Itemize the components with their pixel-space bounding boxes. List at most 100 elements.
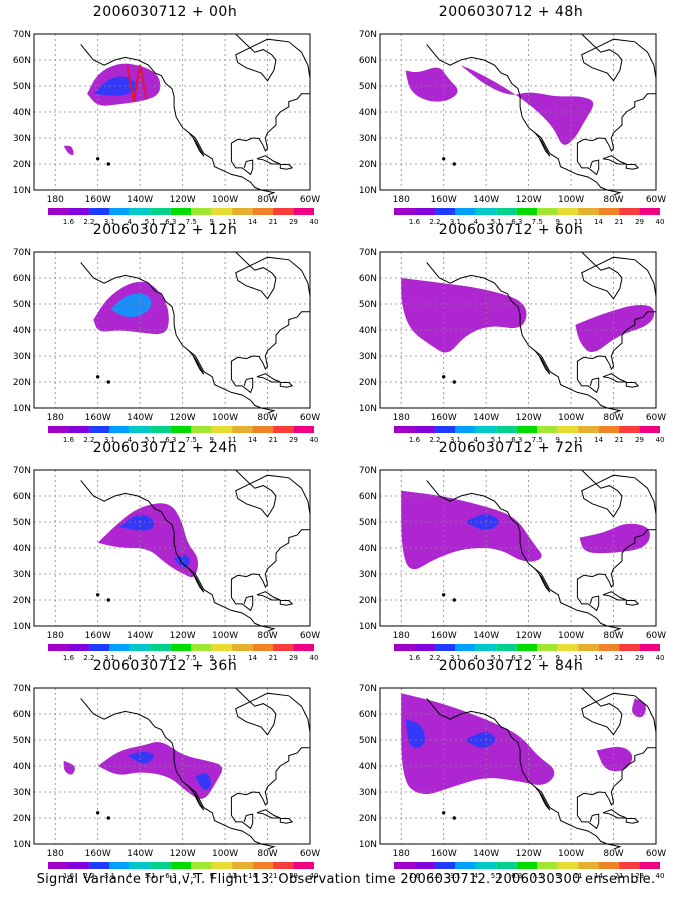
- coastline-segment: [426, 44, 622, 196]
- lon-tick-label: 140W: [127, 849, 153, 859]
- island: [452, 598, 457, 602]
- colorbar-label: 21: [615, 436, 624, 444]
- colorbar-label: 4: [474, 218, 479, 226]
- coastline-segment: [256, 591, 281, 601]
- colorbar-label: 3.1: [450, 872, 461, 880]
- variance-contour: [575, 305, 655, 352]
- colorbar-swatch: [414, 208, 435, 215]
- colorbar-label: 11: [228, 436, 237, 444]
- lat-tick-label: 60N: [359, 710, 377, 720]
- colorbar-label: 14: [248, 654, 257, 662]
- lat-tick-label: 30N: [359, 352, 377, 362]
- colorbar-label: 1.6: [409, 654, 421, 662]
- colorbar-swatch: [211, 862, 233, 869]
- panel-title: 2006030712 + 24h: [92, 440, 238, 456]
- coastline-segment: [602, 591, 627, 601]
- colorbar-swatch: [129, 862, 151, 869]
- coastline-segment: [581, 251, 657, 300]
- colorbar-label: 21: [615, 872, 624, 880]
- figure-caption: Signal Variance for u,v,T. Flight 13. Ob…: [36, 872, 656, 887]
- lon-tick-label: 80W: [257, 631, 277, 641]
- colorbar-swatch: [598, 208, 620, 215]
- forecast-panel: 2006030712 + 72h 70N 60N 50N 40N 30N 20N 10N 180…: [346, 440, 676, 662]
- colorbar-swatch: [496, 862, 517, 869]
- variance-contour: [118, 514, 155, 531]
- colorbar-label: 29: [635, 436, 644, 444]
- colorbar-swatch: [475, 862, 497, 869]
- colorbar-label: 3.1: [104, 436, 115, 444]
- lon-tick-label: 160W: [85, 631, 111, 641]
- colorbar-swatch: [537, 862, 558, 869]
- colorbar-swatch: [170, 644, 192, 651]
- lat-tick-label: 10N: [359, 622, 377, 632]
- coastline-segment: [625, 382, 640, 388]
- lon-tick-label: 60W: [646, 413, 666, 423]
- colorbar-label: 14: [248, 218, 257, 226]
- colorbar-swatch: [232, 426, 253, 433]
- variance-contour: [596, 746, 633, 772]
- colorbar-label: 11: [574, 218, 583, 226]
- map-frame: [33, 687, 311, 845]
- coastline: [426, 687, 657, 850]
- colorbar-swatch: [475, 426, 497, 433]
- lon-tick-label: 100W: [558, 631, 584, 641]
- colorbar-swatch: [537, 644, 558, 651]
- map-grid: [34, 688, 310, 844]
- lon-tick-label: 140W: [473, 413, 499, 423]
- colorbar-swatch: [557, 208, 579, 215]
- coastline-segment: [80, 44, 276, 196]
- map-frame: [33, 33, 311, 191]
- lat-tick-label: 10N: [359, 186, 377, 196]
- lon-tick-label: 60W: [646, 631, 666, 641]
- lat-tick-label: 60N: [359, 492, 377, 502]
- coastline-segment: [625, 600, 640, 606]
- forecast-panel: 2006030712 + 12h 70N 60N 50N 40N 30N 20N 10N 180…: [0, 222, 330, 444]
- lon-tick-label: 120W: [170, 849, 196, 859]
- map-plot: 70N 60N 50N 40N 30N 20N 10N 180 160W 140W 120W 100W…: [13, 30, 320, 226]
- forecast-panel: 2006030712 + 00h 70N 60N 50N 40N 30N 20N 10N 180…: [0, 4, 330, 226]
- lon-tick-label: 180: [393, 631, 410, 641]
- coastline-segment: [235, 687, 311, 736]
- colorbar-label: 7.5: [532, 654, 543, 662]
- colorbar-swatch: [578, 208, 599, 215]
- colorbar-label: 11: [228, 872, 237, 880]
- island: [106, 380, 111, 384]
- colorbar-label: 21: [269, 218, 278, 226]
- coastline-segment: [230, 148, 254, 176]
- island: [95, 593, 100, 597]
- colorbar-swatch: [293, 862, 314, 869]
- colorbar-swatch: [639, 862, 660, 869]
- colorbar-label: 11: [574, 436, 583, 444]
- coastline-segment: [80, 698, 276, 850]
- coastline: [426, 251, 657, 414]
- colorbar-label: 9: [209, 436, 213, 444]
- colorbar-label: 9: [209, 218, 213, 226]
- colorbar-label: 6.3: [165, 436, 176, 444]
- colorbar-label: 5.1: [491, 218, 502, 226]
- colorbar-label: 29: [635, 218, 644, 226]
- lat-tick-label: 70N: [359, 30, 377, 40]
- colorbar-label: 3.1: [450, 218, 461, 226]
- colorbar-swatch: [455, 426, 476, 433]
- lat-tick-label: 60N: [13, 274, 31, 284]
- coastline: [426, 33, 657, 196]
- map-plot: 70N 60N 50N 40N 30N 20N 10N 180 160W 140W 120W 100W…: [13, 248, 320, 444]
- variance-shading: [97, 503, 199, 578]
- colorbar: 1.6 2.2 3.1 4 5.1 6.3 7.5 9 11 14 21 29 40: [394, 426, 664, 444]
- colorbar-label: 14: [248, 436, 257, 444]
- colorbar-swatch: [516, 644, 538, 651]
- colorbar-swatch: [557, 644, 579, 651]
- lon-tick-label: 80W: [603, 195, 623, 205]
- map-frame: [379, 469, 657, 627]
- map-plot: 70N 60N 50N 40N 30N 20N 10N 180 160W 140W 120W 100W…: [13, 684, 320, 880]
- colorbar-label: 6.3: [511, 872, 522, 880]
- colorbar-label: 11: [574, 872, 583, 880]
- lat-tick-label: 60N: [359, 56, 377, 66]
- colorbar-swatch: [394, 426, 415, 433]
- island: [95, 375, 100, 379]
- lon-tick-label: 180: [47, 413, 64, 423]
- lon-tick-label: 140W: [127, 195, 153, 205]
- lat-tick-label: 30N: [359, 134, 377, 144]
- colorbar: 1.6 2.2 3.1 4 5.1 6.3 7.5 9 11 14 21 29 40: [48, 426, 318, 444]
- lat-tick-label: 70N: [13, 248, 31, 258]
